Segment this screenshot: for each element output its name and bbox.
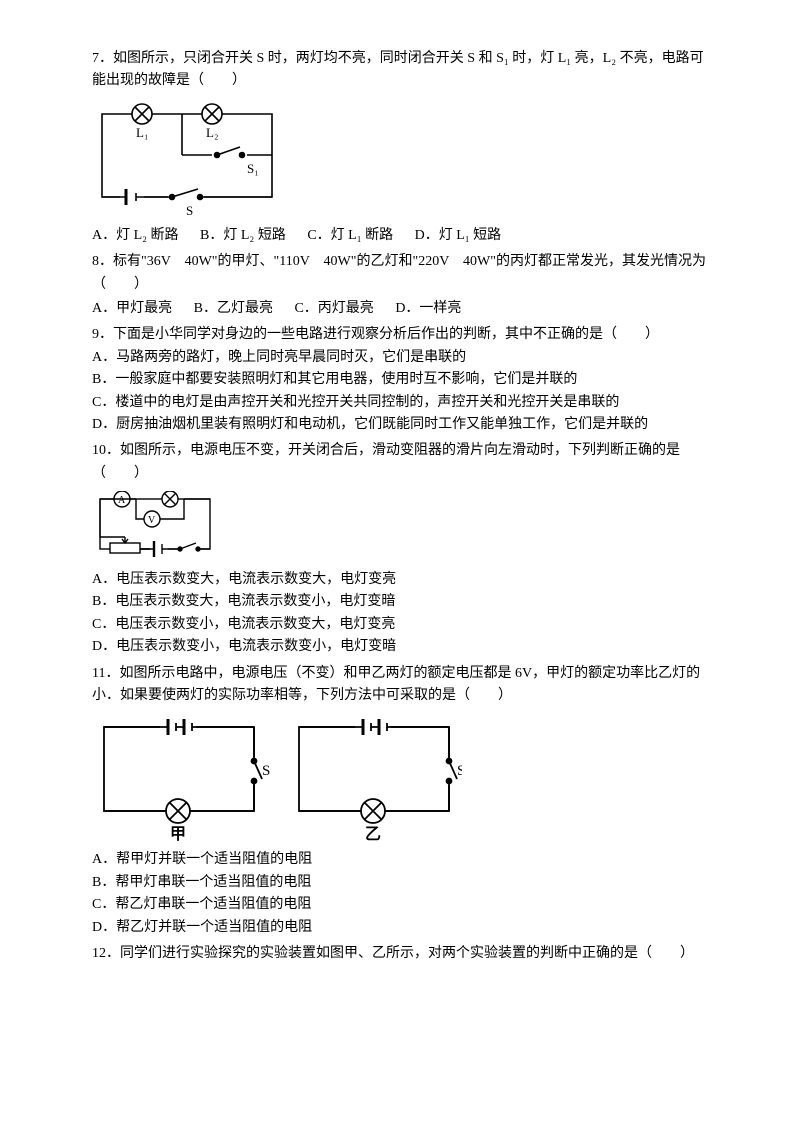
- label-L2: L₂: [206, 125, 218, 140]
- q10-circuit-diagram: A V: [92, 491, 708, 563]
- label-V: V: [148, 515, 156, 526]
- question-12: 12．同学们进行实验探究的实验装置如图甲、乙所示，对两个实验装置的判断中正确的是…: [92, 943, 708, 965]
- q11-stem: 11．如图所示电路中，电源电压（不变）和甲乙两灯的额定电压都是 6V，甲灯的额定…: [92, 663, 708, 708]
- q9-optD: D．厨房抽油烟机里装有照明灯和电动机，它们既能同时工作又能单独工作，它们是并联的: [92, 414, 708, 436]
- q8-optC: C．丙灯最亮: [294, 301, 373, 316]
- q8-optD: D．一样亮: [395, 301, 461, 316]
- label-jia: 甲: [170, 825, 186, 843]
- label-S-left: S: [262, 763, 270, 779]
- label-S: S: [186, 203, 193, 218]
- q10-stem: 10．如图所示，电源电压不变，开关闭合后，滑动变阻器的滑片向左滑动时，下列判断正…: [92, 440, 708, 485]
- label-A: A: [118, 495, 126, 506]
- label-S1: S₁: [247, 161, 259, 176]
- q8-optA: A．甲灯最亮: [92, 301, 172, 316]
- q7-stem: 7．如图所示，只闭合开关 S 时，两灯均不亮，同时闭合开关 S 和 S₁ 时，灯…: [92, 48, 708, 93]
- q10-optB: B．电压表示数变大，电流表示数变小，电灯变暗: [92, 591, 708, 613]
- q11-optA: A．帮甲灯并联一个适当阻值的电阻: [92, 849, 708, 871]
- q9-optC: C．楼道中的电灯是由声控开关和光控开关共同控制的，声控开关和光控开关是串联的: [92, 392, 708, 414]
- q11-optC: C．帮乙灯串联一个适当阻值的电阻: [92, 894, 708, 916]
- question-11: 11．如图所示电路中，电源电压（不变）和甲乙两灯的额定电压都是 6V，甲灯的额定…: [92, 663, 708, 939]
- q9-optB: B．一般家庭中都要安装照明灯和其它用电器，使用时互不影响，它们是并联的: [92, 369, 708, 391]
- question-8: 8．标有"36V 40W"的甲灯、"110V 40W"的乙灯和"220V 40W…: [92, 251, 708, 320]
- label-S-right: S: [457, 763, 462, 779]
- question-7: 7．如图所示，只闭合开关 S 时，两灯均不亮，同时闭合开关 S 和 S₁ 时，灯…: [92, 48, 708, 247]
- q7-optD: D．灯 L₁ 短路: [415, 228, 502, 243]
- q10-optD: D．电压表示数变小，电流表示数变小，电灯变暗: [92, 636, 708, 658]
- label-yi: 乙: [365, 826, 381, 843]
- question-10: 10．如图所示，电源电压不变，开关闭合后，滑动变阻器的滑片向左滑动时，下列判断正…: [92, 440, 708, 658]
- q8-optB: B．乙灯最亮: [194, 301, 273, 316]
- q11-optB: B．帮甲灯串联一个适当阻值的电阻: [92, 872, 708, 894]
- q8-stem: 8．标有"36V 40W"的甲灯、"110V 40W"的乙灯和"220V 40W…: [92, 251, 708, 296]
- q11-optD: D．帮乙灯并联一个适当阻值的电阻: [92, 917, 708, 939]
- q7-optA: A．灯 L₂ 断路: [92, 228, 179, 243]
- question-9: 9．下面是小华同学对身边的一些电路进行观察分析后作出的判断，其中不正确的是（ ）…: [92, 324, 708, 436]
- label-L1: L₁: [136, 125, 148, 140]
- q7-optB: B．灯 L₂ 短路: [200, 228, 286, 243]
- q10-optC: C．电压表示数变小，电流表示数变大，电灯变亮: [92, 614, 708, 636]
- q9-stem: 9．下面是小华同学对身边的一些电路进行观察分析后作出的判断，其中不正确的是（ ）: [92, 324, 708, 346]
- q7-options: A．灯 L₂ 断路 B．灯 L₂ 短路 C．灯 L₁ 断路 D．灯 L₁ 短路: [92, 225, 708, 247]
- q12-stem: 12．同学们进行实验探究的实验装置如图甲、乙所示，对两个实验装置的判断中正确的是…: [92, 943, 708, 965]
- q8-options: A．甲灯最亮 B．乙灯最亮 C．丙灯最亮 D．一样亮: [92, 298, 708, 320]
- q9-optA: A．马路两旁的路灯，晚上同时亮早晨同时灭，它们是串联的: [92, 347, 708, 369]
- q11-circuit-diagram: S 甲: [92, 713, 708, 843]
- q7-circuit-diagram: L₁ L₂ S₁ S: [92, 99, 708, 219]
- q10-optA: A．电压表示数变大，电流表示数变大，电灯变亮: [92, 569, 708, 591]
- q7-optC: C．灯 L₁ 断路: [307, 228, 393, 243]
- physics-worksheet-page: 7．如图所示，只闭合开关 S 时，两灯均不亮，同时闭合开关 S 和 S₁ 时，灯…: [0, 0, 800, 1009]
